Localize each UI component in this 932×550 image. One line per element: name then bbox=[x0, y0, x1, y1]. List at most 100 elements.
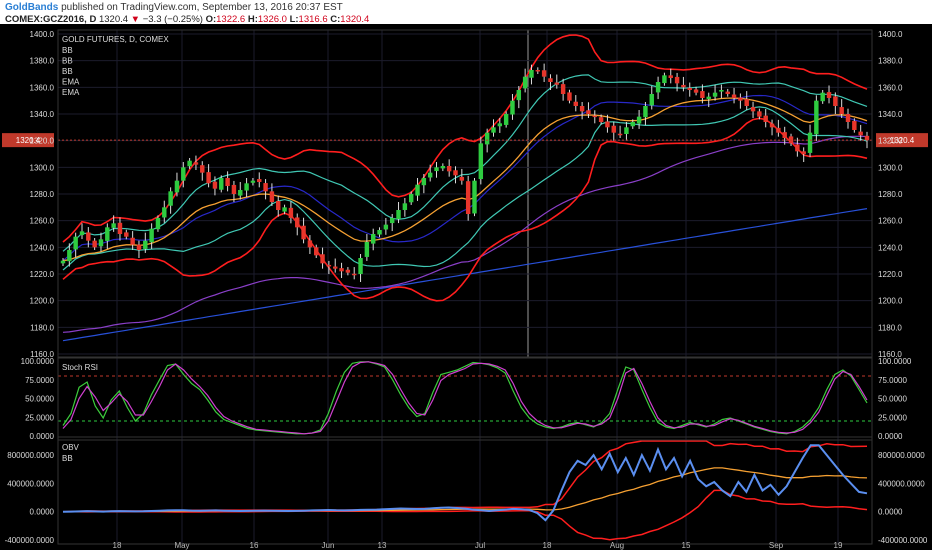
left-obv-tick: 800000.0000 bbox=[7, 451, 54, 460]
pane-border-3 bbox=[57, 436, 873, 545]
candle-body bbox=[219, 178, 224, 190]
x-tick-label: Jun bbox=[322, 541, 335, 550]
candle-body bbox=[801, 151, 806, 154]
last-price-tag-left bbox=[2, 133, 54, 148]
obv-line bbox=[62, 444, 868, 522]
candle-body bbox=[187, 160, 192, 167]
candle-body bbox=[92, 240, 97, 248]
candle-body bbox=[712, 92, 718, 97]
candle-body bbox=[750, 107, 756, 112]
low-label: L: bbox=[289, 14, 299, 25]
candle-body bbox=[795, 144, 800, 152]
trading-chart[interactable]: 18 May 16 Jun 13 Jul 18 Aug 15 Sep 19 1400.0 1400.0 1… bbox=[0, 24, 932, 550]
candle-body bbox=[864, 135, 870, 141]
bb-outer-upper-line bbox=[62, 34, 868, 243]
left-obv-tick: 0.0000 bbox=[30, 508, 55, 517]
candle-body bbox=[839, 107, 844, 114]
candle-body bbox=[86, 232, 91, 241]
candle-body bbox=[668, 75, 673, 78]
ema-slow-line bbox=[62, 135, 868, 333]
candle-body bbox=[529, 70, 534, 78]
candle-body bbox=[370, 234, 376, 244]
x-tick-label: 16 bbox=[250, 541, 259, 550]
candle-body bbox=[155, 218, 161, 230]
right-stoch-tick: 50.0000 bbox=[878, 395, 907, 404]
stoch-d-line bbox=[62, 361, 868, 435]
bb-mid-line bbox=[62, 94, 868, 262]
candle-body bbox=[408, 194, 414, 203]
right-obv-tick: 800000.0000 bbox=[878, 451, 925, 460]
candle-body bbox=[782, 132, 787, 138]
candle-body bbox=[681, 84, 686, 88]
candle-body bbox=[358, 258, 363, 274]
candle-body bbox=[592, 115, 597, 118]
obv-legend-item: BB bbox=[62, 454, 73, 463]
candle-body bbox=[206, 172, 211, 184]
grid-layer bbox=[58, 30, 872, 544]
candle-body bbox=[567, 92, 572, 101]
candle-body bbox=[421, 178, 427, 186]
candle-body bbox=[814, 100, 819, 135]
candle-body bbox=[605, 121, 610, 128]
candle-body bbox=[257, 179, 262, 182]
candle-body bbox=[440, 166, 446, 169]
candle-body bbox=[503, 114, 509, 125]
candle-body bbox=[579, 106, 585, 112]
candle-body bbox=[459, 176, 465, 181]
open-value: 1322.6 bbox=[216, 14, 246, 25]
left-price-tick: 1280.0 bbox=[30, 190, 55, 199]
candle-body bbox=[200, 165, 205, 173]
candle-body bbox=[231, 184, 237, 194]
price-legend-item: EMA bbox=[62, 78, 80, 87]
left-price-tick: 1180.0 bbox=[30, 323, 54, 332]
last-price: 1320.4 bbox=[98, 14, 129, 25]
left-price-tick: 1340.0 bbox=[30, 110, 55, 119]
candle-body bbox=[73, 236, 78, 250]
candle-body bbox=[162, 207, 167, 218]
candle-body bbox=[263, 183, 268, 192]
right-obv-tick: 400000.0000 bbox=[878, 479, 925, 488]
right-price-tick: 1240.0 bbox=[878, 243, 903, 252]
left-price-tick: 1380.0 bbox=[30, 57, 55, 66]
candle-body bbox=[427, 172, 433, 178]
right-price-tick: 1160.0 bbox=[878, 350, 902, 359]
candle-body bbox=[491, 127, 496, 133]
author-link[interactable]: GoldBands bbox=[5, 2, 59, 13]
candle-body bbox=[548, 78, 553, 82]
candle-body bbox=[662, 75, 667, 84]
candle-body bbox=[516, 90, 522, 101]
right-price-tick: 1360.0 bbox=[878, 83, 903, 92]
candle-body bbox=[636, 116, 642, 124]
right-price-tick: 1260.0 bbox=[878, 217, 903, 226]
left-price-tick: 1320.0 bbox=[30, 137, 55, 146]
candle-body bbox=[820, 92, 825, 102]
candle-body bbox=[617, 133, 623, 136]
candle-body bbox=[465, 181, 471, 214]
price-legend-item: EMA bbox=[62, 88, 80, 97]
low-value: 1316.6 bbox=[298, 14, 328, 25]
candle-body bbox=[193, 162, 199, 165]
candle-body bbox=[288, 207, 294, 218]
left-price-tick: 1300.0 bbox=[30, 163, 55, 172]
x-tick-label: 18 bbox=[543, 541, 552, 550]
candle-body bbox=[643, 106, 648, 118]
candle-body bbox=[852, 120, 857, 130]
high-label: H: bbox=[247, 14, 258, 25]
obv-pane-title: OBV bbox=[62, 443, 80, 452]
candle-body bbox=[497, 123, 503, 127]
candle-body bbox=[845, 114, 851, 122]
candle-body bbox=[415, 184, 420, 196]
candle-body bbox=[174, 180, 180, 193]
candle-body bbox=[333, 266, 338, 269]
price-change: −3.3 (−0.25%) bbox=[142, 14, 203, 25]
candle-body bbox=[79, 231, 85, 236]
candle-body bbox=[700, 91, 705, 98]
candle-body bbox=[320, 254, 325, 264]
candle-body bbox=[143, 240, 148, 249]
left-stoch-tick: 100.0000 bbox=[21, 357, 55, 366]
bb-inner-upper-line bbox=[62, 74, 868, 252]
left-price-tick: 1200.0 bbox=[30, 297, 55, 306]
candle-body bbox=[649, 94, 654, 106]
candle-body bbox=[446, 166, 452, 172]
publish-line: GoldBands published on TradingView.com, … bbox=[5, 2, 343, 13]
